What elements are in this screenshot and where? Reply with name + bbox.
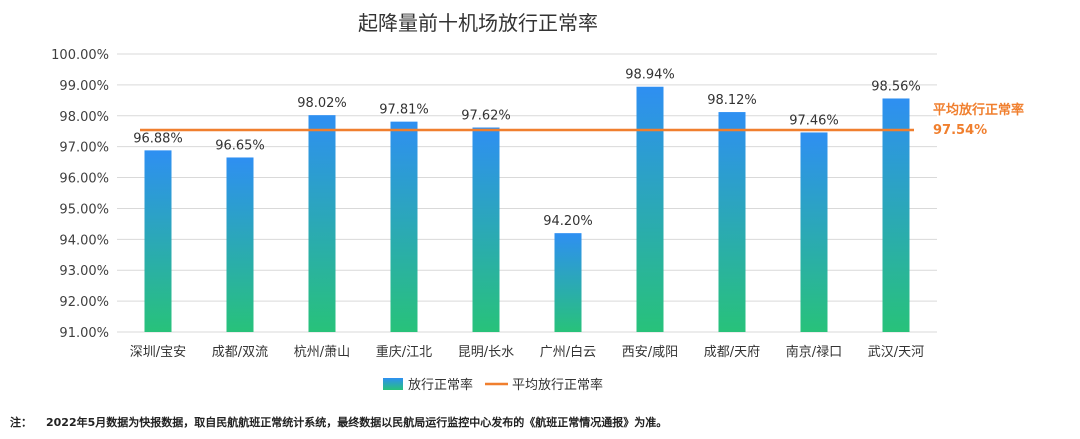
legend-line-label: 平均放行正常率 — [512, 377, 603, 393]
x-tick-label: 深圳/宝安 — [130, 345, 186, 360]
y-tick-label: 97.00% — [59, 141, 109, 156]
bar-data-label: 98.02% — [297, 96, 347, 111]
y-tick-label: 99.00% — [59, 79, 109, 94]
legend-bar-label: 放行正常率 — [408, 377, 473, 393]
average-line-label: 平均放行正常率 — [933, 102, 1024, 118]
y-tick-label: 98.00% — [59, 110, 109, 125]
bar — [390, 121, 418, 332]
y-tick-label: 93.00% — [59, 264, 109, 279]
bar — [718, 112, 746, 333]
legend-bar-swatch — [383, 378, 403, 390]
average-line-group: 平均放行正常率 97.54% — [140, 102, 1024, 138]
y-tick-label: 95.00% — [59, 202, 109, 217]
y-axis-tick-labels: 91.00% 92.00% 93.00% 94.00% 95.00% 96.00% 97.0… — [51, 48, 109, 341]
bars — [144, 86, 910, 333]
bar-data-label: 98.12% — [707, 93, 757, 108]
x-axis-tick-labels: 深圳/宝安 成都/双流 杭州/萧山 重庆/江北 昆明/长水 广州/白云 西安/咸阳 成都/天府… — [130, 344, 924, 360]
bar-data-label: 96.65% — [215, 138, 265, 153]
x-tick-label: 南京/禄口 — [786, 344, 842, 360]
bar-data-label: 97.46% — [789, 113, 839, 128]
bar — [308, 115, 336, 332]
x-tick-label: 昆明/长水 — [458, 345, 514, 360]
bar — [882, 98, 910, 332]
x-tick-label: 成都/双流 — [212, 345, 268, 360]
x-tick-label: 广州/白云 — [540, 344, 596, 360]
x-tick-label: 杭州/萧山 — [294, 345, 350, 360]
y-tick-label: 100.00% — [51, 48, 109, 63]
gridlines — [117, 53, 937, 333]
bar — [472, 127, 500, 332]
footnote: 注： 2022年5月数据为快报数据，取自民航航班正常统计系统，最终数据以民航局运行… — [10, 414, 667, 430]
bar — [226, 157, 254, 332]
average-value-label: 97.54% — [933, 123, 987, 138]
x-tick-label: 重庆/江北 — [376, 344, 432, 360]
bar-data-label: 97.81% — [379, 103, 429, 118]
bar-data-label: 94.20% — [543, 214, 593, 229]
bar — [554, 233, 582, 332]
y-tick-label: 91.00% — [59, 326, 109, 341]
bar-data-label: 97.62% — [461, 109, 511, 124]
bar-data-label: 98.94% — [625, 68, 675, 83]
footnote-prefix: 注： — [10, 416, 32, 429]
x-tick-label: 西安/咸阳 — [622, 345, 678, 360]
x-tick-label: 成都/天府 — [704, 345, 760, 360]
footnote-text: 2022年5月数据为快报数据，取自民航航班正常统计系统，最终数据以民航局运行监控… — [46, 416, 668, 429]
bar-data-label: 98.56% — [871, 79, 921, 94]
y-tick-label: 94.00% — [59, 233, 109, 248]
bar — [144, 150, 172, 332]
chart-title: 起降量前十机场放行正常率 — [358, 11, 598, 35]
x-tick-label: 武汉/天河 — [868, 345, 924, 360]
y-tick-label: 96.00% — [59, 172, 109, 187]
legend: 放行正常率 平均放行正常率 — [383, 377, 603, 393]
bar-data-label: 96.88% — [133, 131, 183, 146]
bar — [800, 132, 828, 332]
y-tick-label: 92.00% — [59, 295, 109, 310]
bar — [636, 86, 664, 333]
bar-data-labels: 96.88% 96.65% 98.02% 97.81% 97.62% 94.20% 98.9… — [133, 68, 921, 229]
